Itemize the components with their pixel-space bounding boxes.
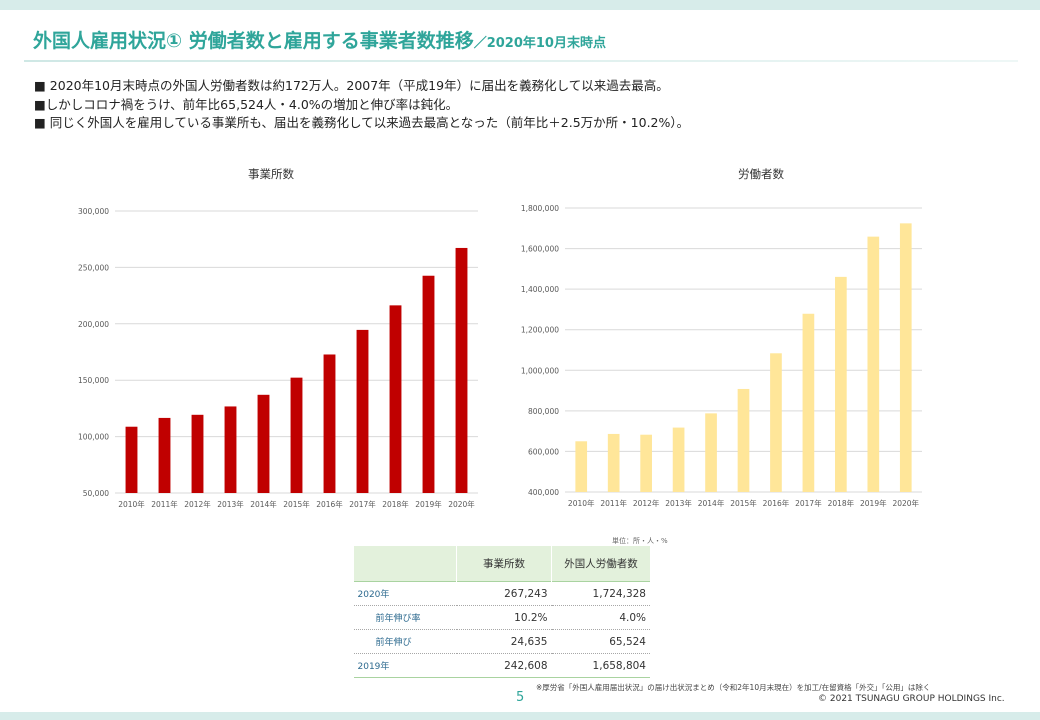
y-tick-label: 600,000 xyxy=(528,447,559,456)
x-tick-label: 2013年 xyxy=(665,498,692,508)
copyright: © 2021 TSUNAGU GROUP HOLDINGS Inc. xyxy=(818,694,1005,704)
workers-cell: 65,524 xyxy=(551,629,650,654)
bar xyxy=(802,313,815,492)
x-tick-label: 2017年 xyxy=(795,498,822,508)
y-tick-label: 200,000 xyxy=(78,320,109,329)
x-tick-label: 2015年 xyxy=(730,498,757,508)
y-tick-label: 50,000 xyxy=(83,489,109,498)
y-tick-label: 1,000,000 xyxy=(521,366,559,375)
table-header-cell: 事業所数 xyxy=(456,546,552,582)
x-tick-label: 2011年 xyxy=(151,499,178,509)
offices-cell: 267,243 xyxy=(456,581,552,606)
workers-cell: 4.0% xyxy=(551,605,650,630)
y-tick-label: 150,000 xyxy=(78,376,109,385)
bar xyxy=(835,276,847,492)
bar xyxy=(356,329,369,493)
bar xyxy=(125,426,138,493)
y-tick-label: 100,000 xyxy=(78,433,109,442)
x-tick-label: 2018年 xyxy=(382,499,409,509)
bottom-accent-bar xyxy=(0,712,1040,720)
bar xyxy=(290,377,303,493)
row-label: 前年伸び率 xyxy=(353,605,457,630)
bar xyxy=(191,414,204,493)
table-header-cell: 外国人労働者数 xyxy=(551,546,650,582)
bar xyxy=(575,441,588,492)
x-tick-label: 2020年 xyxy=(892,498,919,508)
y-tick-label: 1,200,000 xyxy=(521,326,559,335)
bar xyxy=(705,413,717,492)
bar xyxy=(422,275,435,493)
y-tick-label: 800,000 xyxy=(528,407,559,416)
title-underline xyxy=(24,60,1018,62)
row-label: 前年伸び xyxy=(353,629,457,654)
x-tick-label: 2015年 xyxy=(283,499,310,509)
unit-note: 単位：所・人・% xyxy=(612,537,668,545)
bar xyxy=(257,394,270,493)
bullet-list: ■ 2020年10月末時点の外国人労働者数は約172万人。2007年（平成19年… xyxy=(34,77,689,133)
bullet-item: ■ 2020年10月末時点の外国人労働者数は約172万人。2007年（平成19年… xyxy=(34,78,669,93)
page-title: 外国人雇用状況① 労働者数と雇用する事業者数推移／2020年10月末時点 xyxy=(33,26,606,53)
x-tick-label: 2012年 xyxy=(633,498,660,508)
x-tick-label: 2012年 xyxy=(184,499,211,509)
y-tick-label: 1,600,000 xyxy=(521,245,559,254)
y-tick-label: 1,400,000 xyxy=(521,285,559,294)
bar xyxy=(640,434,652,492)
bar xyxy=(607,433,620,492)
bar xyxy=(455,247,468,493)
table-row: 2019年 242,608 1,658,804 xyxy=(353,653,650,678)
y-tick-label: 300,000 xyxy=(78,207,109,216)
bar xyxy=(672,427,685,492)
workers-cell: 1,724,328 xyxy=(551,581,650,606)
workers-bar-chart: 400,000 600,000 800,000 1,000,000 1,200,000 1… xyxy=(521,204,922,508)
table-header-row: 事業所数 外国人労働者数 xyxy=(353,546,650,582)
row-label: 2020年 xyxy=(353,581,457,606)
offices-cell: 24,635 xyxy=(456,629,552,654)
bar xyxy=(389,305,402,493)
x-tick-label: 2013年 xyxy=(217,499,244,509)
chart-title-workers: 労働者数 xyxy=(738,167,784,181)
page-number: 5 xyxy=(516,690,525,705)
y-tick-label: 400,000 xyxy=(528,488,559,497)
x-tick-label: 2014年 xyxy=(250,499,277,509)
table-header-cell xyxy=(353,546,457,582)
x-tick-label: 2010年 xyxy=(568,498,595,508)
chart-title-offices: 事業所数 xyxy=(248,167,294,181)
offices-bar-chart: 50,000 100,000 150,000 200,000 250,000 300,00… xyxy=(78,207,478,509)
row-label: 2019年 xyxy=(353,653,457,678)
x-tick-label: 2019年 xyxy=(415,499,442,509)
y-tick-label: 1,800,000 xyxy=(521,204,559,213)
x-tick-label: 2016年 xyxy=(763,498,790,508)
bar xyxy=(224,406,237,493)
table-row: 前年伸び率 10.2% 4.0% xyxy=(353,605,650,630)
page-title-subtitle: ／2020年10月末時点 xyxy=(473,36,606,51)
bar xyxy=(899,223,912,493)
workers-cell: 1,658,804 xyxy=(551,653,650,678)
x-tick-label: 2019年 xyxy=(860,498,887,508)
page-title-main: 外国人雇用状況① 労働者数と雇用する事業者数推移 xyxy=(33,30,474,52)
bar xyxy=(737,388,750,492)
x-tick-label: 2017年 xyxy=(349,499,376,509)
x-tick-label: 2014年 xyxy=(698,498,725,508)
y-tick-label: 250,000 xyxy=(78,263,109,272)
x-tick-label: 2020年 xyxy=(448,499,475,509)
x-tick-label: 2018年 xyxy=(828,498,855,508)
offices-cell: 242,608 xyxy=(456,653,552,678)
bar xyxy=(770,353,782,492)
stats-table: 事業所数 外国人労働者数 2020年 267,243 1,724,328 前年伸… xyxy=(353,546,650,678)
x-tick-label: 2016年 xyxy=(316,499,343,509)
top-accent-bar xyxy=(0,0,1040,10)
bullet-item: ■ 同じく外国人を雇用している事業所も、届出を義務化して以来過去最高となった（前… xyxy=(34,115,690,130)
table-row: 前年伸び 24,635 65,524 xyxy=(353,629,650,654)
x-tick-label: 2011年 xyxy=(600,498,627,508)
offices-cell: 10.2% xyxy=(456,605,552,630)
x-tick-label: 2010年 xyxy=(118,499,145,509)
bar xyxy=(158,417,171,493)
source-note: ※厚労省「外国人雇用届出状況」の届け出状況まとめ（令和2年10月末現在）を加工/… xyxy=(536,683,931,692)
table-row: 2020年 267,243 1,724,328 xyxy=(353,581,650,606)
bar xyxy=(323,354,336,493)
bar xyxy=(867,236,880,492)
bullet-item: ■しかしコロナ禍をうけ、前年比65,524人・4.0%の増加と伸び率は鈍化。 xyxy=(34,96,459,112)
